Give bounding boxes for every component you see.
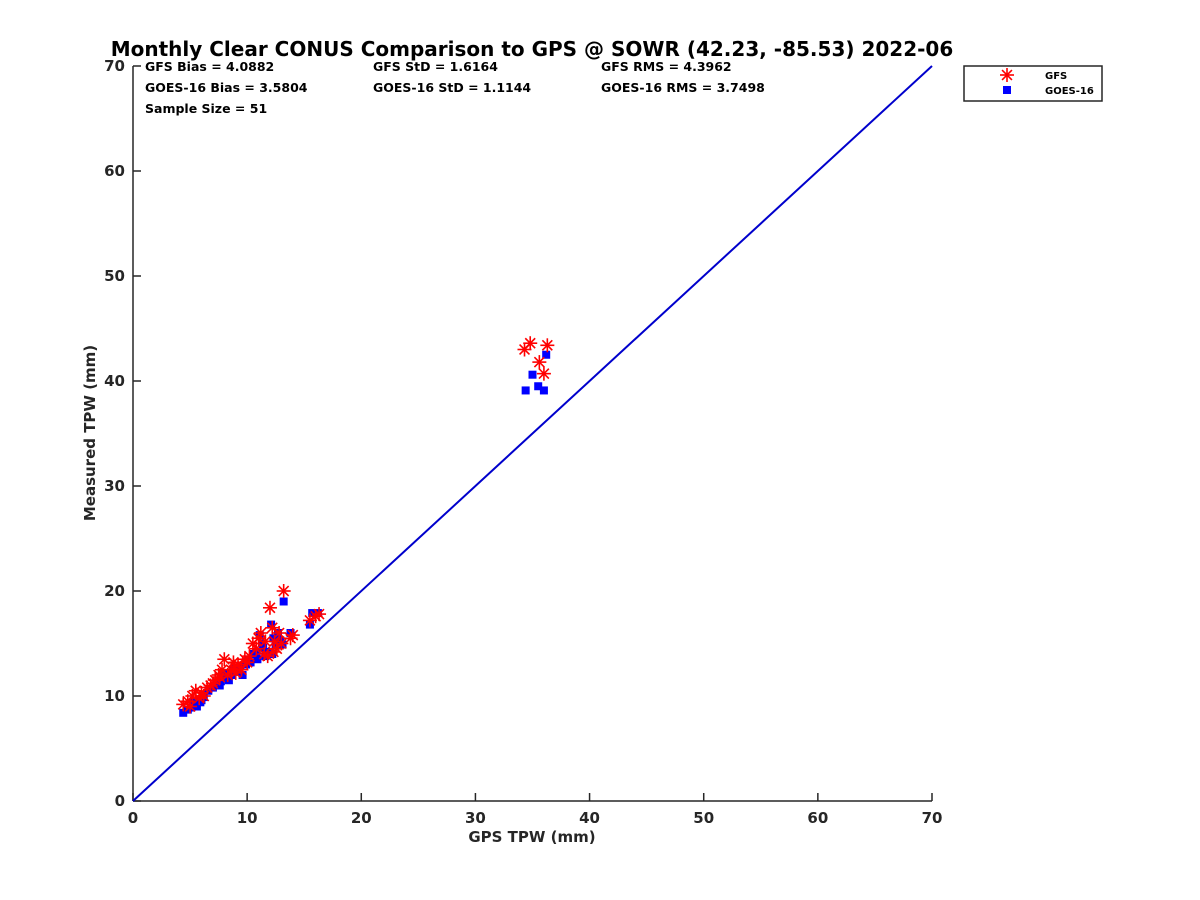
stat-gfs-rms: GFS RMS = 4.3962 [601,59,732,74]
legend-gfs-asterisk-icon [1000,68,1014,82]
x-tick-label: 0 [128,809,138,827]
stats-panel: GFS Bias = 4.0882 GFS StD = 1.6164 GFS R… [145,59,765,116]
goes-16-point [253,655,262,664]
goes-16-point [236,661,245,670]
y-tick-label: 70 [104,57,125,75]
legend: GFS GOES-16 [963,65,1103,102]
gfs-point [274,636,289,651]
gfs-point [532,355,547,370]
goes-16-point [269,634,278,643]
goes-16-point [224,676,233,685]
y-axis-ticks: 0 10 20 30 40 50 60 70 [104,57,141,810]
goes-16-point [257,639,266,648]
gfs-point [249,641,264,656]
goes-16-point [534,382,543,391]
gfs-point [536,366,551,381]
gfs-point [285,628,300,643]
goes-16-point [528,370,537,379]
x-tick-label: 10 [237,809,258,827]
gfs-series [176,336,555,714]
stat-goes-std: GOES-16 StD = 1.1144 [373,80,531,95]
y-tick-label: 20 [104,582,125,600]
legend-gfs-marker-shape [1000,68,1014,82]
stat-sample-size: Sample Size = 51 [145,101,267,116]
goes-16-point [276,636,285,645]
y-axis-label: Measured TPW (mm) [81,345,99,521]
gfs-point [228,665,243,680]
goes-16-point [238,671,247,679]
x-tick-label: 20 [351,809,372,827]
stat-goes-bias: GOES-16 Bias = 3.5804 [145,80,308,95]
x-tick-label: 30 [465,809,486,827]
x-axis-ticks: 0 10 20 30 40 50 60 70 [128,793,943,827]
goes-16-point [542,350,551,359]
one-to-one-reference-line [132,65,933,802]
goes-16-point [271,641,280,650]
x-tick-label: 70 [922,809,943,827]
gfs-point [183,699,198,714]
gfs-point [258,634,273,649]
y-tick-label: 40 [104,372,125,390]
goes-16-point [521,386,530,395]
stat-gfs-std: GFS StD = 1.6164 [373,59,498,74]
goes-16-point [539,386,548,395]
gfs-point [276,584,291,598]
gfs-point [240,655,255,670]
x-axis-label: GPS TPW (mm) [468,828,595,846]
goes-16-point [267,620,276,629]
legend-box [963,65,1103,102]
y-tick-label: 50 [104,267,125,285]
goes-16-point [259,643,268,652]
chart-title: Monthly Clear CONUS Comparison to GPS @ … [111,37,954,61]
gfs-point [540,338,555,353]
y-tick-label: 30 [104,477,125,495]
x-tick-label: 60 [807,809,828,827]
stat-gfs-bias: GFS Bias = 4.0882 [145,59,274,74]
x-tick-label: 50 [693,809,714,827]
x-tick-label: 40 [579,809,600,827]
y-tick-label: 0 [115,792,125,810]
y-tick-label: 60 [104,162,125,180]
goes-16-point [279,597,288,606]
legend-gfs-label: GFS [1045,71,1067,82]
gfs-point [262,600,277,615]
legend-goes-label: GOES-16 [1045,86,1094,97]
y-tick-label: 10 [104,687,125,705]
legend-goes-square-icon [1003,86,1011,94]
stat-goes-rms: GOES-16 RMS = 3.7498 [601,80,765,95]
goes-16-point [216,677,225,686]
gfs-point [196,689,211,703]
gfs-point [312,607,327,622]
gfs-point [212,670,227,685]
gfs-point [272,626,287,640]
goes-16-point [179,708,188,717]
gfs-point [523,336,538,351]
gfs-point [226,655,241,670]
